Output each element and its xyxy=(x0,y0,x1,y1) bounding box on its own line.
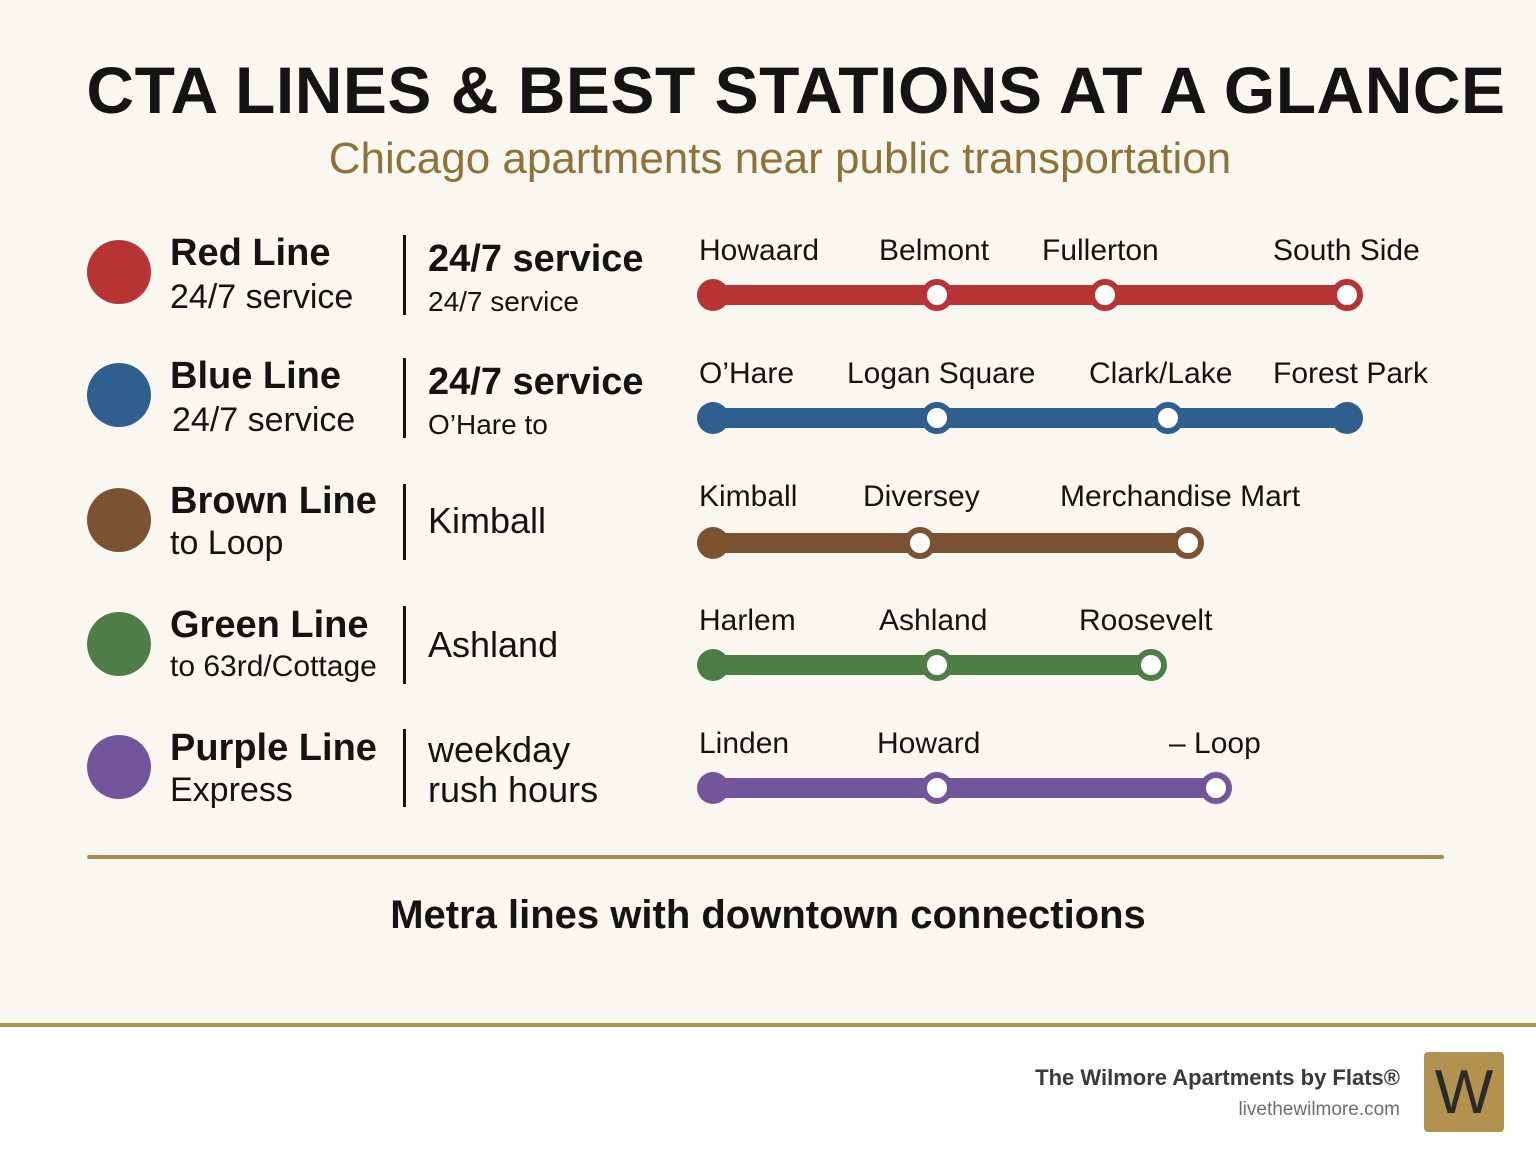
brand-url[interactable]: livethewilmore.com xyxy=(1238,1099,1400,1120)
line-subtitle: Express xyxy=(170,771,293,809)
station-stop-icon xyxy=(1089,279,1121,311)
station-stop-icon xyxy=(1135,649,1167,681)
separator xyxy=(403,484,406,560)
station-stop-icon xyxy=(1200,772,1232,804)
station-stop-icon xyxy=(1152,402,1184,434)
brand-logo-icon: W xyxy=(1424,1052,1504,1132)
line-row-green: Green Line to 63rd/Cottage Ashland Harle… xyxy=(0,600,1536,700)
line-name: Red Line xyxy=(170,232,331,274)
brand-name: The Wilmore Apartments by Flats® xyxy=(1035,1065,1400,1090)
separator xyxy=(403,606,406,684)
station-stop-icon xyxy=(1172,527,1204,559)
station-label: Kimball xyxy=(699,480,798,513)
line-name: Brown Line xyxy=(170,480,377,522)
separator xyxy=(403,358,406,438)
blue-line-dot-icon xyxy=(87,363,151,427)
station-label: Merchandise Mart xyxy=(1060,480,1301,513)
terminal-stop-icon xyxy=(697,649,729,681)
line-subtitle: 24/7 service xyxy=(172,401,356,439)
station-stop-icon xyxy=(921,649,953,681)
station-label: Ashland xyxy=(879,604,988,637)
station-label: Fullerton xyxy=(1042,234,1159,267)
line-info-primary: Ashland xyxy=(428,624,559,665)
terminal-stop-icon xyxy=(697,402,729,434)
line-row-red: Red Line 24/7 service 24/7 service 24/7 … xyxy=(0,230,1536,330)
line-subtitle: to 63rd/Cottage xyxy=(170,650,377,683)
blue-line-track xyxy=(700,408,1360,428)
line-info-primary: 24/7 service xyxy=(428,238,644,280)
separator xyxy=(403,729,406,807)
line-info-secondary: 24/7 service xyxy=(428,286,579,317)
red-line-dot-icon xyxy=(87,240,151,304)
green-line-dot-icon xyxy=(87,612,151,676)
station-label: Linden xyxy=(699,727,790,760)
brown-line-dot-icon xyxy=(87,488,151,552)
line-subtitle: 24/7 service xyxy=(170,278,354,316)
station-stop-icon xyxy=(921,772,953,804)
station-stop-icon xyxy=(921,402,953,434)
page-title: CTA LINES & BEST STATIONS AT A GLANCE xyxy=(86,53,1506,127)
terminal-stop-icon xyxy=(1331,402,1363,434)
terminal-stop-icon xyxy=(697,772,729,804)
line-name: Blue Line xyxy=(170,355,342,397)
line-name: Purple Line xyxy=(170,727,377,769)
station-label: Clark/Lake xyxy=(1089,357,1233,390)
terminal-stop-icon xyxy=(697,279,729,311)
footer-rule xyxy=(0,1023,1536,1027)
section-divider xyxy=(87,855,1444,859)
station-label: Forest Park xyxy=(1273,357,1429,390)
line-info-secondary: rush hours xyxy=(428,769,599,810)
station-label: Howard xyxy=(877,727,981,760)
line-info-primary: Kimball xyxy=(428,500,547,541)
station-label: – Loop xyxy=(1169,727,1261,760)
footer: The Wilmore Apartments by Flats® livethe… xyxy=(0,1027,1536,1154)
line-row-brown: Brown Line to Loop Kimball Kimball Diver… xyxy=(0,476,1536,576)
metra-note: Metra lines with downtown connections xyxy=(390,893,1146,937)
purple-line-dot-icon xyxy=(87,735,151,799)
line-subtitle: to Loop xyxy=(170,524,284,562)
station-label: Logan Square xyxy=(847,357,1036,390)
line-info-secondary: O’Hare to xyxy=(428,409,548,440)
line-info-primary: 24/7 service xyxy=(428,361,644,403)
station-stop-icon xyxy=(904,527,936,559)
station-label: Belmont xyxy=(879,234,990,267)
page-subtitle: Chicago apartments near public transport… xyxy=(328,134,1232,183)
line-row-purple: Purple Line Express weekday rush hours L… xyxy=(0,723,1536,823)
station-label: Diversey xyxy=(863,480,980,513)
station-stop-icon xyxy=(1331,279,1363,311)
line-info-primary: weekday xyxy=(428,729,571,770)
purple-line-track xyxy=(700,778,1230,798)
station-label: Roosevelt xyxy=(1079,604,1213,637)
station-label: Harlem xyxy=(699,604,796,637)
terminal-stop-icon xyxy=(697,527,729,559)
station-label: South Side xyxy=(1273,234,1420,267)
brown-line-track xyxy=(700,533,1200,553)
station-label: O’Hare xyxy=(699,357,795,390)
station-label: Howaard xyxy=(699,234,820,267)
line-name: Green Line xyxy=(170,604,369,646)
separator xyxy=(403,235,406,315)
red-line-track xyxy=(700,285,1360,305)
line-row-blue: Blue Line 24/7 service 24/7 service O’Ha… xyxy=(0,353,1536,453)
station-stop-icon xyxy=(921,279,953,311)
